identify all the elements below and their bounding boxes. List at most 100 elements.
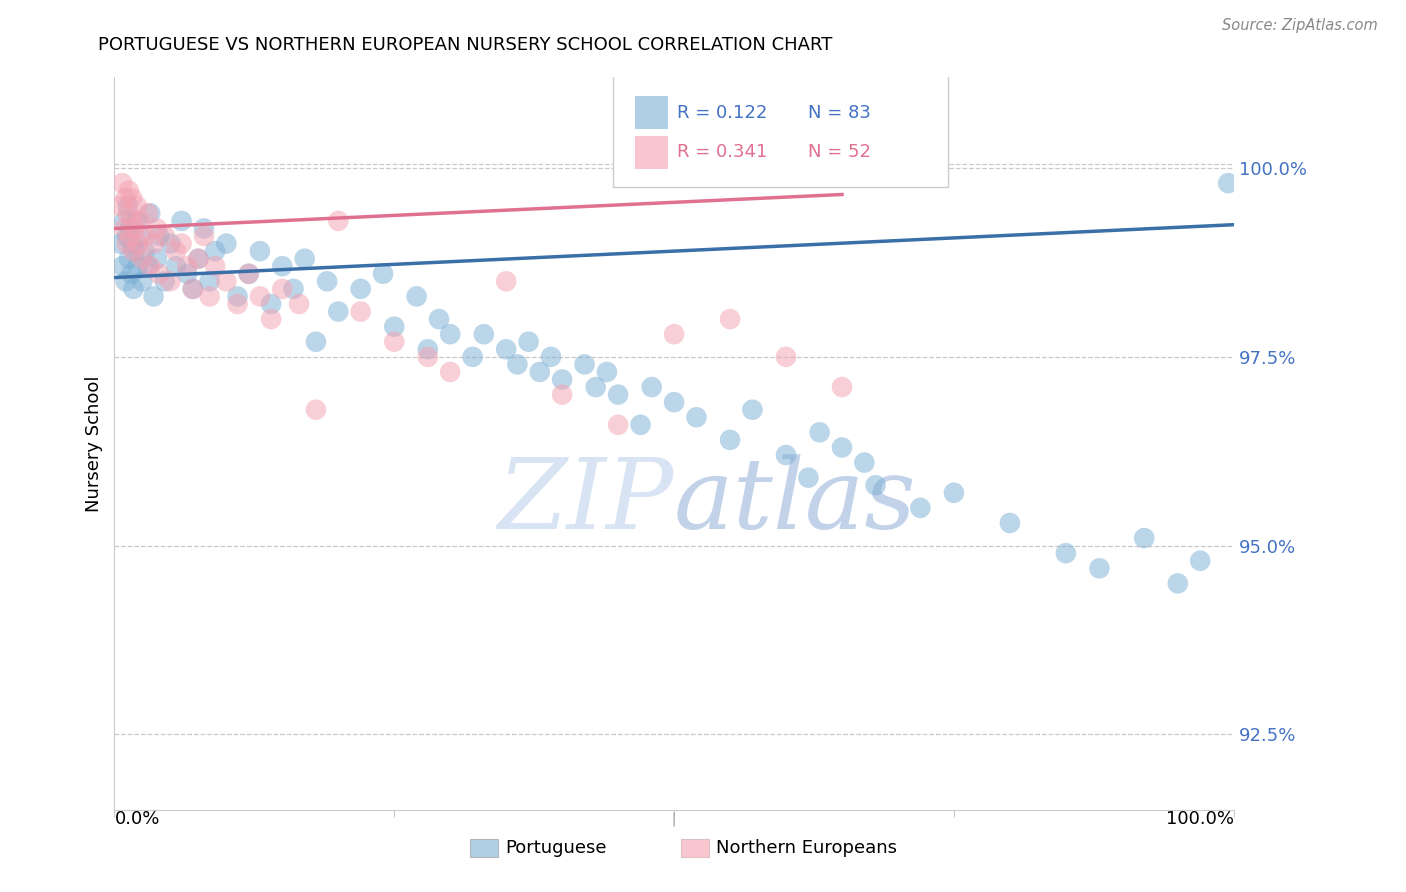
Point (136, 259, 159, 273)
Point (574, 358, 596, 372)
Point (910, 500, 932, 515)
Point (328, 214, 350, 228)
Point (371, 267, 394, 281)
Text: R = 0.341: R = 0.341 (678, 143, 768, 161)
Point (382, 334, 405, 349)
Point (115, 229, 138, 244)
Point (775, 448, 797, 462)
Point (1189, 554, 1212, 568)
Point (193, 229, 215, 244)
Point (111, 259, 134, 273)
Point (998, 516, 1021, 530)
Point (316, 274, 339, 288)
Point (117, 206, 139, 220)
Y-axis label: Nursery School: Nursery School (86, 376, 103, 512)
Text: ZIP: ZIP (498, 455, 673, 550)
Point (170, 236, 193, 251)
Point (439, 365, 461, 379)
Point (1218, 176, 1240, 190)
Text: 0.0%: 0.0% (114, 810, 160, 828)
Point (142, 289, 165, 303)
Point (134, 229, 156, 244)
Point (176, 267, 198, 281)
Point (142, 236, 165, 251)
Point (136, 206, 159, 220)
Bar (636, 95, 668, 128)
Text: Portuguese: Portuguese (505, 839, 607, 857)
Point (146, 252, 169, 266)
FancyBboxPatch shape (613, 74, 948, 187)
Point (529, 365, 551, 379)
Point (170, 214, 193, 228)
Point (427, 312, 450, 326)
Point (146, 221, 169, 235)
Point (159, 236, 181, 251)
Point (131, 274, 153, 288)
Point (204, 259, 226, 273)
Point (187, 252, 209, 266)
Point (204, 244, 226, 259)
Point (641, 380, 664, 394)
Point (517, 334, 540, 349)
Point (127, 259, 149, 273)
Point (350, 282, 373, 296)
Point (1167, 576, 1189, 591)
Point (238, 267, 260, 281)
Point (125, 214, 148, 228)
Point (662, 327, 685, 342)
Point (120, 229, 142, 244)
Point (718, 433, 741, 447)
Point (831, 441, 853, 455)
Point (153, 229, 176, 244)
Point (139, 259, 162, 273)
Point (129, 214, 152, 228)
Point (1088, 561, 1111, 575)
Point (181, 282, 204, 296)
Point (585, 380, 607, 394)
Point (283, 282, 305, 296)
Point (741, 402, 763, 417)
Point (120, 221, 142, 235)
Point (176, 259, 198, 273)
Point (193, 221, 215, 235)
Point (215, 236, 238, 251)
Point (808, 425, 831, 440)
Point (416, 350, 439, 364)
Point (120, 267, 142, 281)
Point (148, 229, 170, 244)
Point (495, 274, 517, 288)
Point (540, 350, 562, 364)
Point (114, 274, 136, 288)
Point (350, 304, 373, 318)
Point (685, 410, 707, 425)
Point (148, 267, 170, 281)
Point (153, 274, 176, 288)
Point (260, 297, 283, 311)
Point (382, 319, 405, 334)
Point (405, 289, 427, 303)
Point (111, 176, 134, 190)
Point (115, 236, 138, 251)
Text: Source: ZipAtlas.com: Source: ZipAtlas.com (1222, 18, 1378, 33)
Point (865, 478, 887, 492)
Text: PORTUGUESE VS NORTHERN EUROPEAN NURSERY SCHOOL CORRELATION CHART: PORTUGUESE VS NORTHERN EUROPEAN NURSERY … (98, 36, 832, 54)
Point (187, 252, 209, 266)
Point (120, 214, 142, 228)
Point (1133, 531, 1156, 545)
Point (831, 380, 853, 394)
Point (165, 244, 187, 259)
Point (118, 184, 141, 198)
Point (139, 206, 162, 220)
Point (249, 289, 271, 303)
Point (198, 274, 221, 288)
Point (159, 274, 181, 288)
Point (551, 372, 574, 386)
Point (226, 289, 249, 303)
Point (305, 402, 328, 417)
Point (472, 327, 495, 342)
Text: R = 0.122: R = 0.122 (678, 103, 768, 121)
Point (294, 252, 316, 266)
Point (108, 199, 131, 213)
Point (181, 282, 204, 296)
Point (630, 417, 652, 432)
